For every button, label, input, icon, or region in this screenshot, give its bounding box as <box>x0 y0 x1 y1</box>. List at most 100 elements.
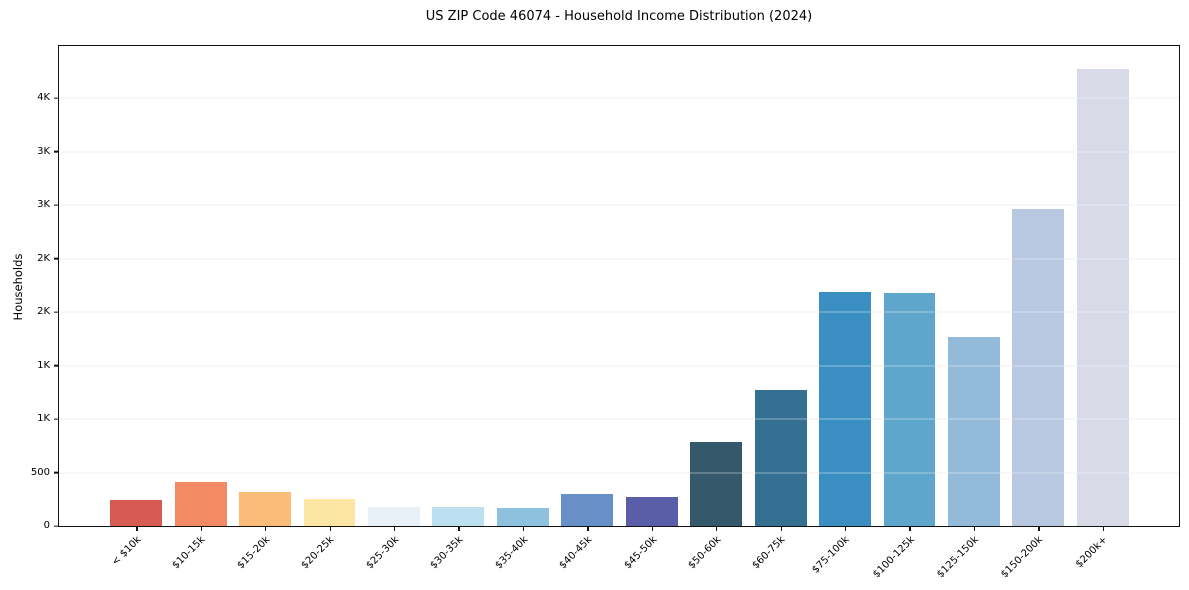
x-tick-label: $100-125k <box>870 534 917 581</box>
gridline <box>59 365 1179 367</box>
bar-200k <box>1076 68 1129 526</box>
x-tick-label: $50-60k <box>686 534 724 572</box>
x-tick-mark <box>458 526 460 531</box>
y-tick-label: 1K <box>37 359 50 371</box>
chart-title: US ZIP Code 46074 - Household Income Dis… <box>425 9 813 24</box>
bar-slot: $75-100k <box>811 46 877 576</box>
bar-slot: $60-75k <box>748 46 812 571</box>
gridline <box>59 258 1179 260</box>
x-tick-label: $125-150k <box>935 534 981 581</box>
gridline <box>59 311 1179 313</box>
y-tick-label: 0 <box>43 520 50 531</box>
x-tick-mark <box>587 526 589 531</box>
bar-40-45k <box>561 493 614 526</box>
bar-125-150k <box>947 337 1000 526</box>
bar-60-75k <box>754 389 807 526</box>
x-tick-mark <box>651 526 654 531</box>
y-tick-mark <box>54 311 59 313</box>
y-tick-label: 1K <box>37 413 50 425</box>
bar-slot: < $10k <box>104 46 168 568</box>
x-tick-mark <box>1038 526 1040 531</box>
x-tick-mark <box>200 526 202 531</box>
bar-slot: $125-150k <box>935 46 1006 580</box>
x-tick-mark <box>329 526 331 531</box>
x-tick-mark <box>716 526 718 531</box>
x-tick-label: $75-100k <box>810 534 853 576</box>
bar-slot: $35-40k <box>491 46 555 571</box>
bar-150-200k <box>1012 209 1065 526</box>
bar-100-125k <box>883 293 936 526</box>
x-tick-mark <box>393 526 396 531</box>
x-tick-label: $25-30k <box>364 534 402 572</box>
y-tick-mark <box>54 471 59 474</box>
x-tick-mark <box>780 526 782 531</box>
x-tick-label: $15-20k <box>235 534 273 572</box>
y-tick-mark <box>54 418 59 420</box>
bar-35-40k <box>496 508 549 526</box>
bar-slot: $30-35k <box>426 46 490 571</box>
gridline <box>59 97 1179 99</box>
gridline-overlay <box>59 311 1179 313</box>
gridline <box>59 472 1179 474</box>
x-tick-label: $35-40k <box>492 534 530 572</box>
gridline-overlay <box>59 472 1179 474</box>
y-tick-label: 3K <box>37 199 50 211</box>
y-tick-label: 4K <box>37 92 50 104</box>
y-tick-mark <box>54 364 59 367</box>
gridline-overlay <box>59 258 1179 260</box>
bar-30-35k <box>432 507 485 526</box>
x-tick-mark <box>1102 526 1105 531</box>
bar-10k <box>110 499 163 526</box>
y-axis-title: Households <box>11 253 25 321</box>
bar-25-30k <box>368 507 420 526</box>
y-tick-mark <box>54 257 59 260</box>
x-tick-label: $20-25k <box>299 534 337 572</box>
bar-slot: $40-45k <box>555 46 619 571</box>
bar-10-15k <box>174 482 227 526</box>
plot-area: < $10k $10-15k $15-20k $20-25k $25-30k $30-35… <box>31 45 1180 580</box>
x-tick-mark <box>265 526 267 531</box>
bar-50-60k <box>690 442 743 526</box>
y-tick-label: 2K <box>37 252 50 264</box>
x-tick-label: $150-200k <box>999 534 1046 581</box>
x-tick-label: $200k+ <box>1074 534 1110 571</box>
y-tick-mark <box>54 525 59 527</box>
bar-slot: $100-125k <box>871 46 941 580</box>
x-tick-label: $60-75k <box>750 534 788 572</box>
bar-slot: $50-60k <box>684 46 748 571</box>
gridline <box>59 418 1179 420</box>
bars-container: < $10k $10-15k $15-20k $20-25k $25-30k $30-35… <box>59 46 1179 580</box>
x-tick-mark <box>522 526 525 531</box>
x-tick-label: $40-45k <box>557 534 595 572</box>
bar-slot: $45-50k <box>620 46 684 571</box>
bar-slot: $150-200k <box>999 46 1070 580</box>
bar-slot: $25-30k <box>362 46 426 571</box>
bar-75-100k <box>819 291 871 526</box>
bar-45-50k <box>625 497 678 526</box>
x-tick-label: < $10k <box>109 534 144 568</box>
y-tick-mark <box>54 150 59 153</box>
x-tick-mark <box>909 526 911 531</box>
gridline-overlay <box>59 204 1179 206</box>
bar-slot: $200k+ <box>1071 46 1135 570</box>
gridline <box>59 204 1179 206</box>
y-tick-mark <box>54 97 59 99</box>
y-tick-mark <box>54 204 59 206</box>
y-tick-label: 3K <box>37 145 50 157</box>
x-tick-label: $10-15k <box>170 534 208 572</box>
y-tick-label: 500 <box>30 466 50 478</box>
x-tick-mark <box>973 526 976 531</box>
bar-slot: $10-15k <box>168 46 232 571</box>
gridline-overlay <box>59 151 1179 153</box>
bar-slot: $15-20k <box>233 46 297 571</box>
x-tick-mark <box>845 526 847 531</box>
bar-slot: $20-25k <box>297 46 361 571</box>
bar-15-20k <box>239 491 292 526</box>
gridline-overlay <box>59 365 1179 367</box>
y-tick-label: 2K <box>37 306 50 318</box>
x-tick-label: $45-50k <box>621 534 659 572</box>
gridline-overlay <box>59 97 1179 99</box>
bar-20-25k <box>303 499 356 526</box>
gridline <box>59 151 1179 153</box>
x-tick-label: $30-35k <box>428 534 466 572</box>
